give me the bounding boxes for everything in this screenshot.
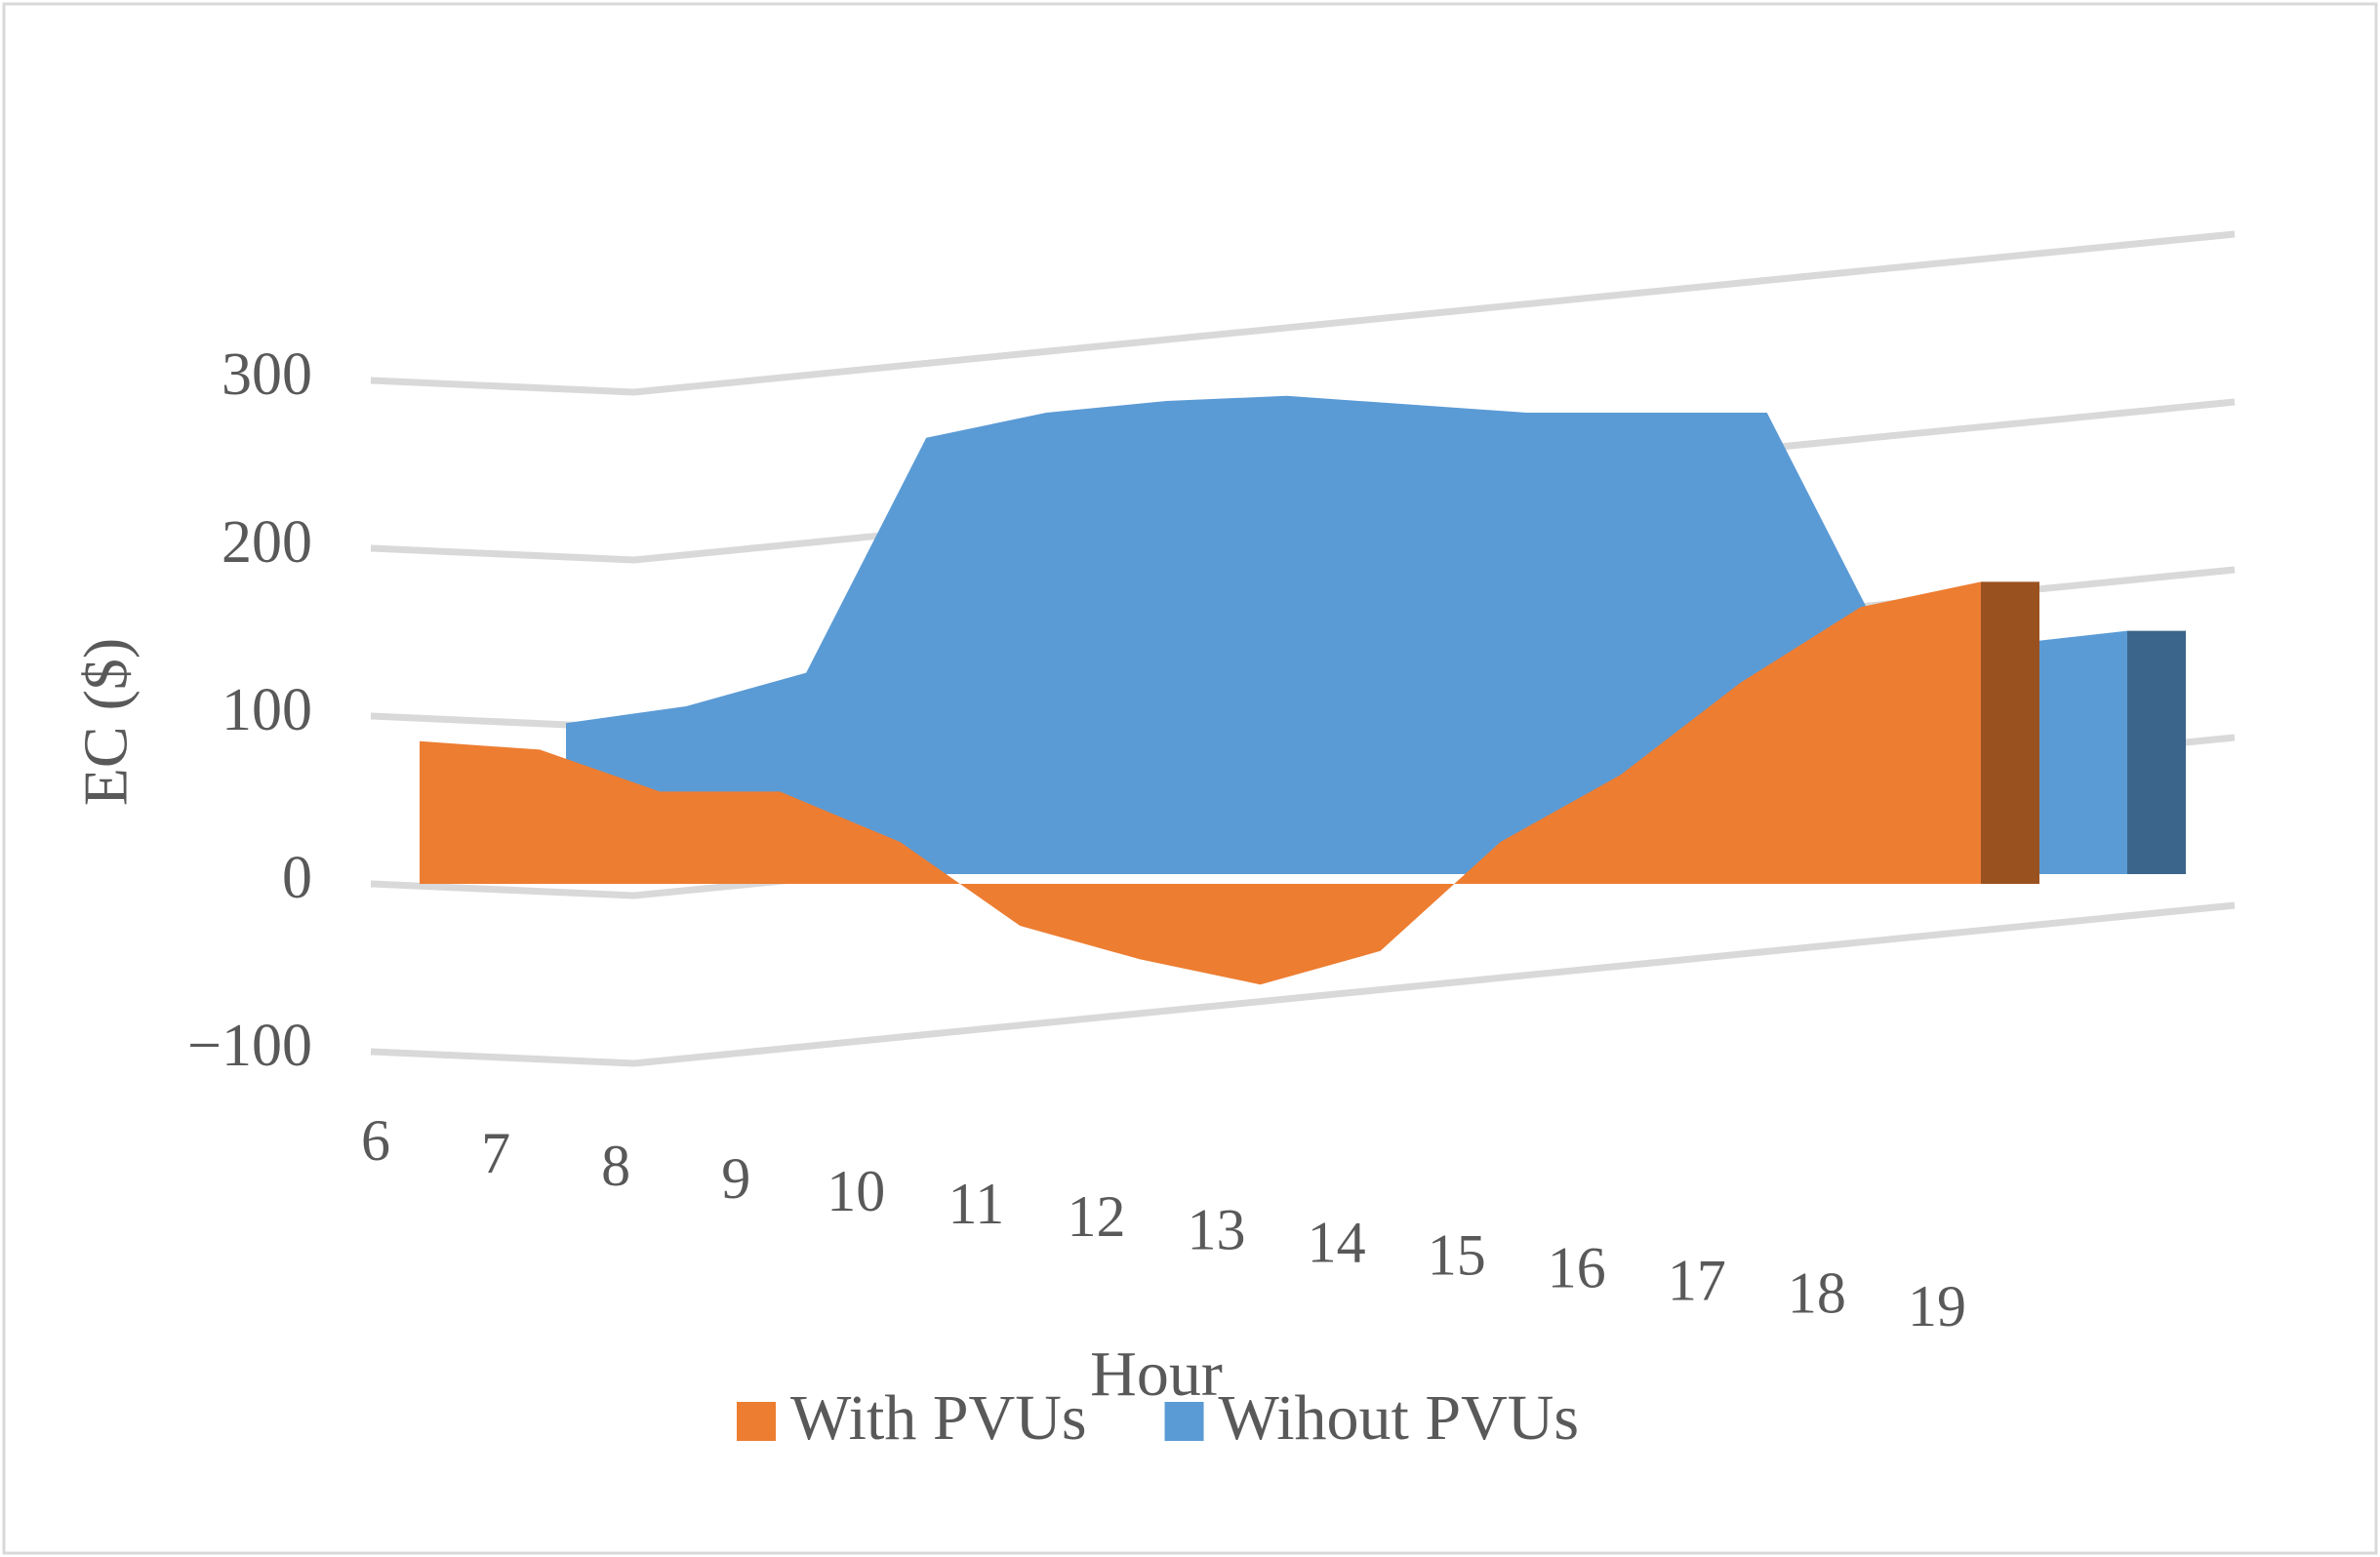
x-axis-title: Hour (1090, 1338, 1223, 1410)
area-side (1981, 581, 2039, 884)
grid-line (370, 901, 2236, 1067)
x-tick-label: 9 (721, 1146, 750, 1211)
x-tick-label: 13 (1188, 1197, 1246, 1261)
legend: With PVUs Wihout PVUs (737, 1382, 1579, 1454)
x-tick-label: 18 (1788, 1261, 1846, 1326)
x-tick-label: 14 (1308, 1210, 1366, 1274)
legend-label: Wihout PVUs (1219, 1382, 1580, 1454)
y-tick-label: 200 (222, 509, 312, 576)
x-tick-label: 12 (1067, 1184, 1125, 1249)
legend-label: With PVUs (790, 1382, 1087, 1454)
legend-swatch (1164, 1402, 1204, 1441)
grid-line (370, 230, 2236, 396)
x-tick-label: 11 (948, 1172, 1004, 1236)
y-tick-label: 300 (222, 341, 312, 408)
x-tick-label: 17 (1668, 1249, 1726, 1313)
y-tick-label: −100 (187, 1013, 312, 1079)
x-tick-label: 8 (601, 1134, 630, 1198)
legend-swatch (737, 1402, 776, 1441)
x-tick-label: 10 (827, 1159, 885, 1223)
y-tick-label: 0 (282, 845, 312, 911)
x-tick-label: 6 (361, 1108, 390, 1173)
x-tick-label: 19 (1908, 1274, 1966, 1338)
x-tick-label: 7 (481, 1121, 510, 1185)
area (420, 581, 1981, 985)
area-side (2127, 630, 2186, 874)
plot-area: 6 7 8 9 10 11 12 13 14 15 16 17 18 19 (361, 395, 2186, 1338)
y-axis-title: EC ($) (71, 638, 141, 806)
y-tick-label: 100 (222, 677, 312, 743)
x-tick-label: 15 (1428, 1222, 1486, 1287)
x-tick-label: 16 (1548, 1236, 1606, 1300)
